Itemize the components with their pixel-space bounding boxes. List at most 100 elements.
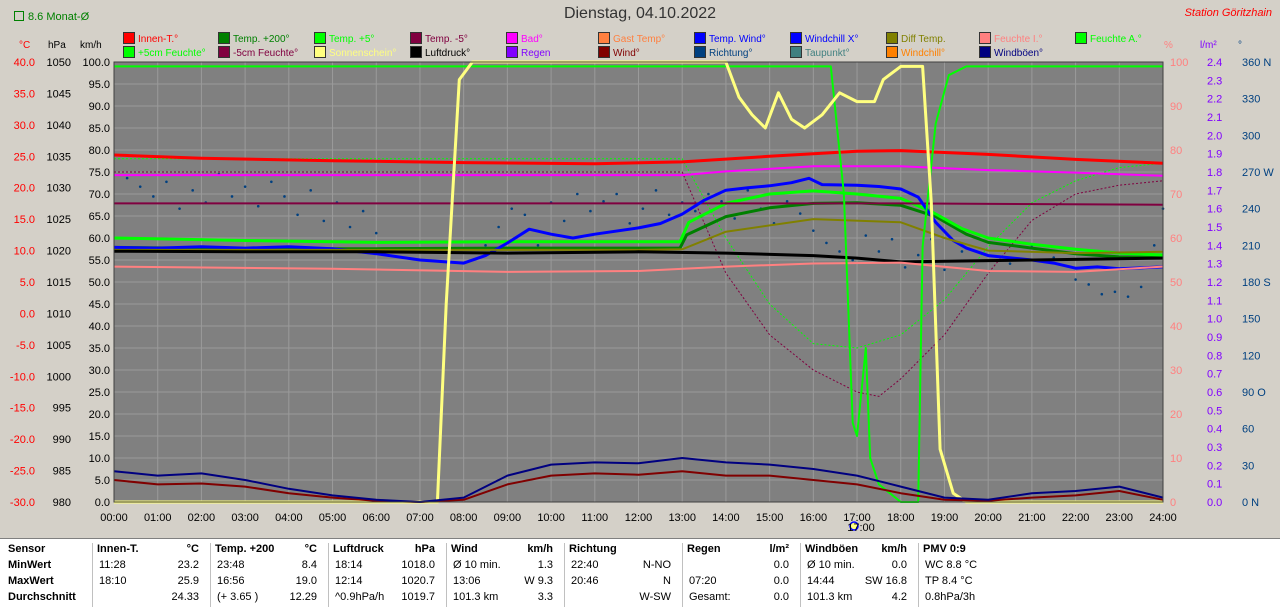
legend-item[interactable]: Sonnenschein° <box>314 46 396 59</box>
direction-point <box>746 189 750 192</box>
percent-tick-label: 80 <box>1170 145 1182 157</box>
legend-item[interactable]: Feuchte A.° <box>1075 32 1142 45</box>
stats-cell: Temp. +200 <box>215 543 275 555</box>
legend-item[interactable]: Feuchte I.° <box>979 32 1042 45</box>
series-line <box>114 60 1163 504</box>
x-tick-label: 12:00 <box>625 512 653 524</box>
direction-point <box>916 253 920 257</box>
stats-cell: 24.33 <box>171 591 199 603</box>
stats-cell: l/m² <box>769 543 789 555</box>
percent-tick-label: 10 <box>1170 453 1182 465</box>
stats-cell: Ø 10 min. <box>453 559 501 571</box>
stats-cell: 23.2 <box>177 559 199 571</box>
direction-point <box>152 195 155 198</box>
legend-label: Regen <box>521 48 551 59</box>
station-name: Station Göritzhain <box>1184 7 1272 19</box>
direction-point <box>720 200 723 203</box>
x-tick-label: 16:00 <box>800 512 828 524</box>
stats-column-innen: Innen-T. °C 11:28 23.2 18:10 25.9 24.33 <box>92 543 205 607</box>
average-checkbox-icon[interactable] <box>14 11 24 21</box>
legend-item[interactable]: Wind° <box>598 46 640 59</box>
legend-item[interactable]: Luftdruck° <box>410 46 470 59</box>
legend-item[interactable]: Temp. Wind° <box>694 32 766 45</box>
legend-item[interactable]: Diff Temp. <box>886 32 946 45</box>
direction-point <box>178 207 181 210</box>
rain-tick-label: 2.2 <box>1207 94 1222 106</box>
direction-point <box>322 219 326 223</box>
legend-item[interactable]: +5cm Feuchte° <box>123 46 206 59</box>
stats-cell: 1.3 <box>537 559 553 571</box>
percent-tick-label: 20 <box>1170 409 1182 421</box>
stats-cell: Durchschnitt <box>8 591 76 603</box>
legend-item[interactable]: Regen <box>506 46 550 59</box>
stats-cell: Innen-T. <box>97 543 139 555</box>
rain-tick-label: 1.9 <box>1207 149 1222 161</box>
direction-point <box>785 200 789 203</box>
temp-tick-label: 25.0 <box>14 151 35 163</box>
legend-item[interactable]: Taupunkt° <box>790 46 850 59</box>
direction-tick-label: 360 N <box>1242 57 1271 69</box>
percent-tick-label: 70 <box>1170 189 1182 201</box>
direction-point <box>628 222 632 225</box>
stats-column-pmv: PMV 0:9 WC 8.8 °C TP 8.4 °C 0.8hPa/3h <box>918 543 1039 607</box>
legend-swatch <box>598 32 610 44</box>
legend-item[interactable]: Windböen° <box>979 46 1043 59</box>
legend-item[interactable]: -5cm Feuchte° <box>218 46 298 59</box>
stats-cell: Windböen <box>805 543 859 555</box>
direction-point <box>125 176 129 180</box>
legend-item[interactable]: Temp. -5° <box>410 32 468 45</box>
legend-label: Taupunkt° <box>805 48 850 59</box>
direction-tick-label: 270 W <box>1242 167 1274 179</box>
stats-cell: Luftdruck <box>333 543 384 555</box>
series-line <box>114 165 1164 177</box>
x-tick-label: 24:00 <box>1149 512 1177 524</box>
direction-point <box>361 209 365 213</box>
direction-point <box>838 250 841 253</box>
stats-cell: km/h <box>527 543 553 555</box>
speed-tick-label: 95.0 <box>89 79 110 91</box>
direction-point <box>667 213 671 217</box>
stats-cell: Ø 10 min. <box>807 559 855 571</box>
series-line <box>113 249 1164 264</box>
rain-tick-label: 1.0 <box>1207 314 1222 326</box>
rain-tick-label: 0.2 <box>1207 460 1222 472</box>
direction-point <box>890 237 894 241</box>
legend-item[interactable]: Gast Temp° <box>598 32 665 45</box>
legend-item[interactable]: Richtung° <box>694 46 752 59</box>
legend-label: Richtung° <box>709 48 753 59</box>
pressure-tick-label: 985 <box>53 466 71 478</box>
legend-item[interactable]: Bad° <box>506 32 543 45</box>
rain-tick-label: 2.1 <box>1207 112 1222 124</box>
legend-item[interactable]: Temp. +5° <box>314 32 374 45</box>
stats-cell: TP 8.4 °C <box>925 575 973 587</box>
stats-cell: 19.0 <box>295 575 317 587</box>
stats-cell: 14:44 <box>807 575 835 587</box>
speed-tick-label: 0.0 <box>95 497 110 509</box>
legend-label: Innen-T.° <box>138 34 179 45</box>
direction-point <box>510 207 514 210</box>
rain-tick-label: 1.5 <box>1207 222 1222 234</box>
direction-point <box>536 244 540 247</box>
pressure-tick-label: 1050 <box>47 57 71 69</box>
time-marker-icon <box>849 521 859 531</box>
direction-point <box>562 219 566 223</box>
legend-item[interactable]: Windchill° <box>886 46 945 59</box>
monthly-average-label: 8.6 Monat-Ø <box>14 11 89 23</box>
legend-item[interactable]: Innen-T.° <box>123 32 178 45</box>
stats-column-temp200: Temp. +200 °C 23:48 8.4 16:56 19.0 (+ 3.65 ) 12… <box>210 543 323 607</box>
direction-point <box>903 266 907 269</box>
legend-item[interactable]: Windchill X° <box>790 32 858 45</box>
series-line <box>114 65 1163 503</box>
rain-tick-label: 1.3 <box>1207 259 1222 271</box>
direction-point <box>283 195 286 198</box>
direction-point <box>1113 290 1117 294</box>
legend-label: Diff Temp. <box>901 34 946 45</box>
stats-cell: 4.2 <box>891 591 907 603</box>
x-tick-label: 02:00 <box>188 512 216 524</box>
direction-point <box>523 213 527 217</box>
legend-item[interactable]: Temp. +200° <box>218 32 290 45</box>
legend-swatch <box>123 46 135 58</box>
percent-tick-label: 100 <box>1170 57 1188 69</box>
speed-axis-header: km/h <box>80 40 102 51</box>
direction-tick-label: 330 <box>1242 94 1260 106</box>
